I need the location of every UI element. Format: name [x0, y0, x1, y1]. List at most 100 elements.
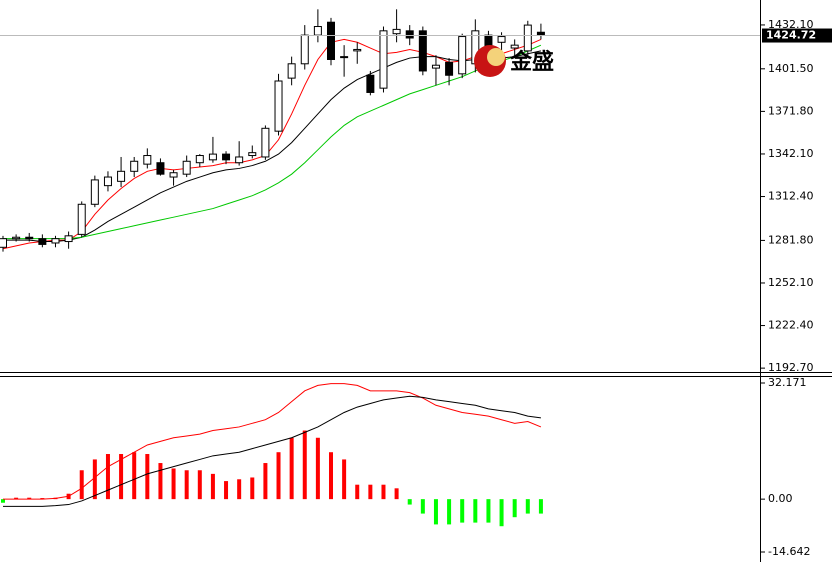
- histogram-bar: [14, 497, 19, 500]
- candle-body: [12, 236, 21, 240]
- histogram-bar: [538, 499, 543, 514]
- histogram-bar: [289, 437, 294, 500]
- histogram-bar: [420, 499, 425, 514]
- histogram-bar: [447, 499, 452, 525]
- indicator-line: [3, 50, 542, 243]
- y-tick-label: 1432.10: [768, 18, 814, 31]
- histogram-bar: [210, 473, 215, 500]
- indicator-line: [3, 395, 541, 507]
- candle-body: [418, 30, 427, 72]
- histogram-bar: [499, 499, 504, 527]
- candle-body: [274, 80, 283, 132]
- histogram-bar: [1, 499, 5, 503]
- histogram-bar: [79, 470, 84, 500]
- candle-body: [510, 44, 519, 49]
- histogram-bar: [460, 499, 465, 523]
- histogram-bar: [276, 452, 281, 500]
- histogram-bar: [525, 499, 530, 514]
- candle-body: [261, 127, 270, 158]
- candle-body: [458, 36, 467, 75]
- candle-body: [523, 24, 532, 52]
- histogram-bar: [315, 437, 320, 500]
- candle-body: [156, 162, 165, 175]
- watermark: 金盛: [509, 49, 554, 75]
- histogram-bar: [381, 484, 386, 500]
- histogram-bar: [486, 499, 491, 523]
- candle-body: [248, 152, 257, 157]
- histogram-bar: [119, 454, 124, 500]
- candle-body: [235, 156, 244, 164]
- histogram-bar: [407, 499, 412, 505]
- candle-body: [497, 36, 506, 43]
- candle-body: [405, 30, 414, 39]
- candle-body: [392, 28, 401, 35]
- histogram-bar: [237, 479, 242, 500]
- histogram-bar: [250, 477, 255, 500]
- histogram-bar: [40, 498, 45, 500]
- candle-body: [117, 170, 126, 182]
- candle-body: [379, 30, 388, 89]
- y-tick-label: 1281.80: [768, 233, 814, 246]
- candle-body: [353, 48, 362, 52]
- candle-body: [327, 21, 335, 60]
- histogram-bar: [433, 499, 438, 525]
- y-tick-label: 1192.70: [768, 361, 814, 374]
- candle-body: [208, 153, 217, 161]
- histogram-bar: [342, 459, 347, 500]
- histogram-bar: [263, 463, 268, 500]
- candle-body: [143, 155, 152, 165]
- indicator-line: [3, 44, 542, 240]
- histogram-bar: [27, 497, 32, 500]
- histogram-bar: [368, 484, 373, 500]
- candle-body: [182, 160, 191, 175]
- candle-body: [445, 61, 454, 76]
- histogram-bar: [171, 468, 176, 500]
- candle-body: [195, 155, 204, 164]
- candle-body: [64, 235, 73, 243]
- logo-inner: [487, 48, 505, 66]
- candle-body: [51, 238, 60, 244]
- histogram-bar: [145, 454, 150, 500]
- histogram-bar: [473, 499, 478, 523]
- candle-body: [431, 64, 440, 69]
- histogram-bar: [512, 499, 517, 518]
- indicator-line: [3, 383, 542, 500]
- candle-body: [222, 153, 231, 161]
- candle-body: [169, 172, 178, 178]
- candle-body: [90, 179, 99, 205]
- histogram-bar: [302, 430, 307, 500]
- candle-body: [38, 238, 47, 245]
- histogram-bar: [394, 488, 399, 500]
- candle-body: [77, 203, 86, 235]
- y-tick-label: 1312.40: [768, 190, 814, 203]
- y-tick-label: 1401.50: [768, 62, 814, 75]
- candle-body: [536, 31, 545, 36]
- histogram-bar: [158, 463, 163, 500]
- last-price-label: 1424.72: [766, 29, 816, 42]
- histogram-bar: [184, 470, 189, 500]
- histogram-bar: [105, 454, 110, 500]
- candle-body: [287, 63, 296, 79]
- y-tick-label: 1222.40: [768, 319, 814, 332]
- candle-body: [130, 160, 139, 172]
- candle-body: [300, 34, 309, 65]
- y-tick-label: 1252.10: [768, 276, 814, 289]
- histogram-bar: [355, 484, 360, 500]
- y-tick-label: 1371.80: [768, 104, 814, 117]
- histogram-bar: [132, 452, 137, 500]
- last-price-box: [762, 28, 832, 43]
- y-tick-label: 32.171: [768, 376, 807, 389]
- candle-body: [313, 26, 322, 36]
- candle-body: [366, 74, 375, 93]
- candle-body: [25, 236, 34, 240]
- y-tick-label: -14.642: [768, 545, 810, 558]
- histogram-bar: [224, 481, 229, 500]
- candle-body: [0, 238, 7, 248]
- histogram-bar: [197, 470, 202, 500]
- y-tick-label: 1342.10: [768, 147, 814, 160]
- histogram-bar: [92, 459, 97, 500]
- y-tick-label: 0.00: [768, 492, 793, 505]
- histogram-bar: [329, 452, 333, 500]
